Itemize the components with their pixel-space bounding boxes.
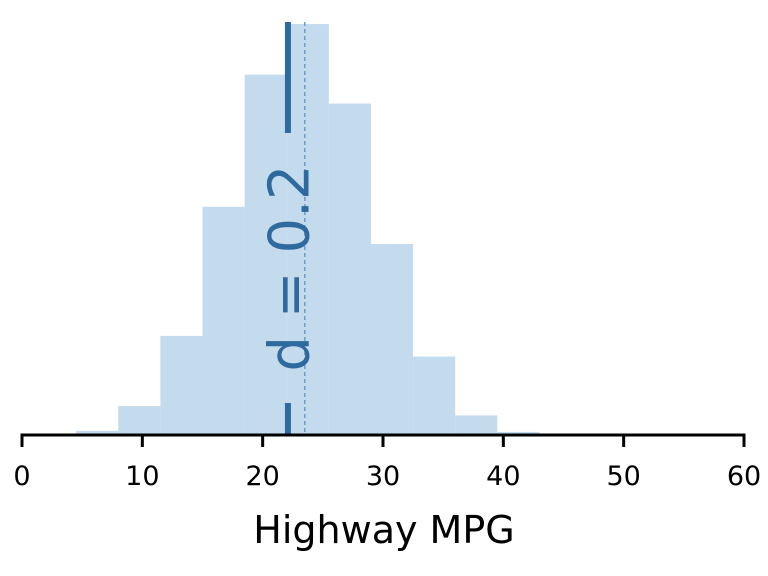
histogram-bar-10 — [497, 431, 540, 435]
histogram-bar-0 — [76, 430, 119, 435]
histogram-bar-5 — [286, 24, 329, 435]
x-tick-label-40: 40 — [486, 461, 520, 492]
histogram-bar-2 — [160, 335, 203, 435]
histogram-bar-3 — [202, 206, 245, 435]
histogram-bar-6 — [328, 103, 371, 435]
x-tick-label-0: 0 — [13, 461, 30, 492]
effect-size-marker: d = 0.2 — [257, 22, 322, 435]
histogram-bar-9 — [455, 415, 498, 435]
histogram-bar-7 — [370, 243, 414, 435]
x-tick-label-50: 50 — [606, 461, 640, 492]
x-tick-label-30: 30 — [366, 461, 400, 492]
x-tick-label-60: 60 — [727, 461, 761, 492]
effect-size-label: d = 0.2 — [257, 164, 322, 371]
x-axis-title: Highway MPG — [253, 508, 514, 552]
histogram-bar-8 — [413, 356, 456, 435]
histogram-bars — [76, 24, 540, 435]
x-tick-label-10: 10 — [125, 461, 159, 492]
x-axis-ticks: 0 10 20 30 40 50 60 — [13, 435, 761, 492]
x-tick-label-20: 20 — [245, 461, 279, 492]
histogram-bar-4 — [244, 74, 287, 435]
histogram-bar-1 — [118, 406, 161, 435]
